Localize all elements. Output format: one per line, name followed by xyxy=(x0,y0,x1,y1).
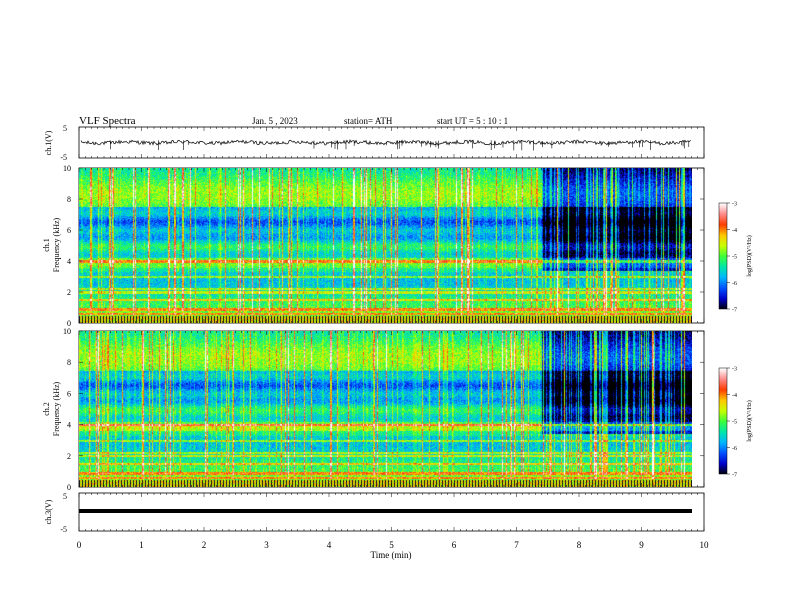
colorbar-tick-label: -4 xyxy=(732,393,737,399)
ch1-colorbar-gradient xyxy=(719,203,727,309)
y-tick-label: 4 xyxy=(67,257,71,266)
colorbar-tick-label: -5 xyxy=(732,420,737,426)
date-label: Jan. 5 , 2023 xyxy=(252,116,298,126)
ch2-spectrogram-panel: 0 2 4 6 8 10 ch.2 Frequency (kHz) xyxy=(42,327,705,492)
y-tick-label: 0 xyxy=(67,319,71,328)
ch2-colorbar-gradient xyxy=(719,368,727,474)
start-time-label: start UT = 5 : 10 : 1 xyxy=(437,116,508,126)
figure-title: VLF Spectra xyxy=(79,115,136,127)
ch1-waveform-spikes xyxy=(94,140,690,151)
colorbar-tick-label: -3 xyxy=(732,367,737,373)
ch1-spectrogram-image xyxy=(79,168,692,323)
x-tick-label: 6 xyxy=(452,540,457,550)
x-tick-label: 3 xyxy=(264,540,269,550)
ch2-spectrogram-ylabel-frequency: Frequency (kHz) xyxy=(52,381,61,436)
y-tick-label: 8 xyxy=(67,358,71,367)
colorbar-tick-label: -6 xyxy=(732,446,737,452)
x-tick-label: 8 xyxy=(577,540,582,550)
ch1-spectrogram-yticks: 0 2 4 6 8 10 xyxy=(63,164,704,328)
y-tick-label: 2 xyxy=(67,288,71,297)
ch2-colorbar-label: log(PSD)(V²/Hz) xyxy=(746,400,753,441)
y-tick-label: 8 xyxy=(67,195,71,204)
y-tick-label: 2 xyxy=(67,452,71,461)
x-tick-label: 1 xyxy=(139,540,144,550)
ch1-spectrogram-panel: 0 2 4 6 8 10 ch.1 Frequency (kHz) xyxy=(42,164,705,328)
ch2-spectrogram-yticks: 0 2 4 6 8 10 xyxy=(63,327,704,492)
x-tick-label: 10 xyxy=(700,540,710,550)
time-axis-ticks xyxy=(78,127,705,531)
station-label: station= ATH xyxy=(344,116,393,126)
ch1-ytick-top: 5 xyxy=(63,124,67,133)
ch2-colorbar-ticks: -3 -4 -5 -6 -7 xyxy=(727,367,737,479)
ch1-colorbar-ticks: -3 -4 -5 -6 -7 xyxy=(727,202,737,314)
colorbar-tick-label: -7 xyxy=(732,308,737,314)
y-tick-label: 6 xyxy=(67,226,71,235)
ch3-ylabel: ch.3(V) xyxy=(44,499,53,524)
x-tick-label: 0 xyxy=(77,540,82,550)
y-tick-label: 4 xyxy=(67,421,71,430)
colorbar-tick-label: -3 xyxy=(732,202,737,208)
ch3-waveform-panel: 5 -5 ch.3(V) xyxy=(44,492,705,534)
colorbar-tick-label: -7 xyxy=(732,473,737,479)
ch1-waveform-panel: 5 -5 ch.1(V) xyxy=(44,124,705,162)
time-axis-label: Time (min) xyxy=(371,550,412,560)
y-tick-label: 10 xyxy=(63,327,71,336)
ch3-ytick-bottom: -5 xyxy=(60,525,67,534)
ch1-colorbar-label: log(PSD)(V²/Hz) xyxy=(746,235,753,276)
ch1-spectrogram-ylabel-channel: ch.1 xyxy=(42,238,51,252)
y-tick-label: 6 xyxy=(67,389,71,398)
x-tick-label: 7 xyxy=(514,540,519,550)
ch1-spectrogram-ylabel-frequency: Frequency (kHz) xyxy=(52,217,61,272)
x-tick-label: 9 xyxy=(639,540,644,550)
x-tick-label: 2 xyxy=(202,540,207,550)
y-tick-label: 10 xyxy=(63,164,71,173)
ch1-waveform-line xyxy=(80,138,692,146)
ch1-ytick-bottom: -5 xyxy=(60,153,67,162)
ch1-ylabel: ch.1(V) xyxy=(44,130,53,155)
time-axis-tick-labels: 0 1 2 3 4 5 6 7 8 9 10 xyxy=(77,540,709,550)
x-tick-label: 5 xyxy=(389,540,394,550)
ch3-ytick-top: 5 xyxy=(63,492,67,501)
ch2-spectrogram-ylabel-channel: ch.2 xyxy=(42,402,51,416)
colorbar-tick-label: -4 xyxy=(732,228,737,234)
ch2-colorbar: -3 -4 -5 -6 -7 log(PSD)(V²/Hz) xyxy=(718,367,753,479)
ch1-colorbar: -3 -4 -5 -6 -7 log(PSD)(V²/Hz) xyxy=(718,202,753,314)
y-tick-label: 0 xyxy=(67,483,71,492)
ch2-spectrogram-image xyxy=(79,331,692,487)
colorbar-tick-label: -6 xyxy=(732,281,737,287)
x-tick-label: 4 xyxy=(327,540,332,550)
colorbar-tick-label: -5 xyxy=(732,255,737,261)
ch3-waveform-line xyxy=(79,509,692,513)
